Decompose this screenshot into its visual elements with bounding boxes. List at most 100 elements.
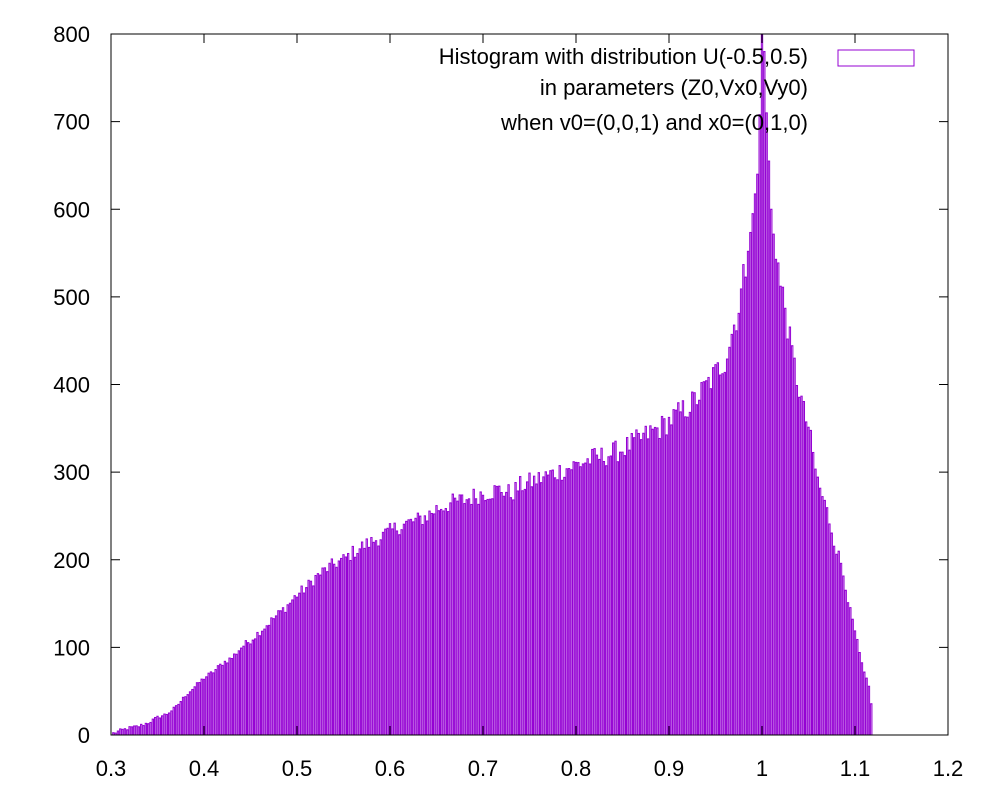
- histogram-bar: [444, 508, 447, 736]
- histogram-bar: [344, 556, 347, 736]
- histogram-bar: [433, 513, 436, 736]
- histogram-bar: [488, 498, 492, 736]
- histogram-bar: [553, 477, 557, 736]
- histogram-bar: [177, 703, 180, 736]
- y-tick-label: 200: [53, 548, 90, 573]
- histogram-bar: [428, 510, 431, 736]
- histogram-bar: [519, 476, 522, 736]
- histogram-bar: [358, 548, 361, 736]
- histogram-bar: [186, 694, 189, 736]
- histogram-bar: [619, 451, 622, 736]
- histogram-bar: [135, 725, 138, 736]
- histogram-bar: [851, 618, 854, 736]
- histogram-bar: [346, 552, 350, 736]
- y-tick-label: 800: [53, 22, 90, 47]
- histogram-bar: [516, 490, 520, 736]
- histogram-bar: [674, 409, 678, 736]
- histogram-bar: [335, 566, 338, 736]
- histogram-bar: [154, 716, 157, 736]
- histogram-bar: [195, 682, 199, 736]
- histogram-bar: [249, 643, 252, 736]
- histogram-bar: [337, 560, 341, 736]
- histogram-bar: [251, 639, 254, 736]
- histogram-bar: [491, 498, 494, 736]
- histogram-bar: [600, 447, 603, 736]
- histogram-bar: [746, 250, 750, 736]
- histogram-bar: [502, 495, 506, 736]
- histogram-bar: [695, 404, 699, 736]
- histogram-bar: [307, 579, 310, 736]
- histogram-bar: [630, 433, 633, 736]
- histogram-bar: [570, 469, 573, 736]
- histogram-bar: [774, 258, 778, 736]
- histogram-bar: [367, 546, 371, 736]
- histogram-bar: [549, 470, 552, 736]
- histogram-bar: [811, 451, 815, 736]
- histogram-bar: [384, 528, 387, 736]
- histogram-bar: [160, 715, 164, 736]
- histogram-bar: [551, 469, 554, 736]
- histogram-bar: [839, 562, 843, 736]
- plot-frame: [110, 33, 949, 736]
- histogram-bar: [818, 487, 822, 736]
- histogram-bar: [712, 367, 715, 736]
- histogram-bar: [653, 426, 657, 736]
- histogram-bar: [514, 482, 517, 736]
- histogram-bar: [660, 415, 664, 736]
- histogram-bar: [760, 33, 764, 736]
- y-tick-label: 300: [53, 460, 90, 485]
- histogram-bar: [500, 492, 503, 736]
- histogram-bar: [256, 631, 259, 736]
- histogram-bar: [649, 425, 652, 736]
- histogram-bar: [144, 722, 148, 736]
- histogram-bar: [319, 574, 322, 736]
- histogram-bar: [537, 472, 540, 736]
- histogram-bar: [314, 575, 317, 736]
- histogram-bar: [593, 448, 596, 736]
- histogram-bar: [467, 498, 471, 736]
- x-tick-label: 1.2: [933, 756, 964, 781]
- histogram-bar: [688, 411, 692, 736]
- histogram-bar: [400, 529, 403, 736]
- histogram-bar: [832, 545, 836, 736]
- histogram-bar: [791, 345, 794, 736]
- histogram-bar: [265, 625, 268, 736]
- histogram-bar: [735, 330, 738, 736]
- histogram-bar: [353, 556, 357, 736]
- histogram-bar: [770, 208, 773, 736]
- histogram-bar: [867, 685, 871, 736]
- histogram-bar: [119, 728, 122, 736]
- histogram-bar: [784, 307, 787, 736]
- histogram-bar: [507, 484, 510, 736]
- histogram-bar: [435, 505, 438, 736]
- histogram-bar: [670, 424, 673, 736]
- histogram-bar: [798, 396, 801, 736]
- histogram-bar: [395, 530, 399, 736]
- histogram-bar: [398, 534, 401, 736]
- histogram-bar: [295, 596, 299, 736]
- histogram-bar: [721, 373, 724, 736]
- histogram-bar: [523, 488, 527, 736]
- histogram-bar: [656, 427, 659, 736]
- histogram-bar: [532, 475, 536, 736]
- histogram-bar: [351, 545, 354, 736]
- histogram-bar: [625, 437, 629, 736]
- histogram-bar: [644, 425, 647, 736]
- histogram-bar: [723, 371, 726, 736]
- histogram-bar: [742, 264, 745, 736]
- histogram-bar: [772, 233, 775, 736]
- histogram-bar: [663, 418, 666, 736]
- histogram-bar: [209, 671, 213, 736]
- histogram-bars: [112, 33, 873, 736]
- histogram-bar: [184, 696, 187, 736]
- histogram-bar: [240, 647, 243, 736]
- histogram-bar: [856, 638, 859, 736]
- histogram-bar: [591, 448, 594, 736]
- y-tick-label: 0: [78, 723, 90, 748]
- histogram-bar: [849, 607, 852, 736]
- histogram-bar: [816, 476, 819, 736]
- histogram-bar: [677, 402, 680, 736]
- histogram-bar: [198, 682, 201, 736]
- histogram-bar: [179, 701, 182, 736]
- histogram-bar: [684, 416, 687, 736]
